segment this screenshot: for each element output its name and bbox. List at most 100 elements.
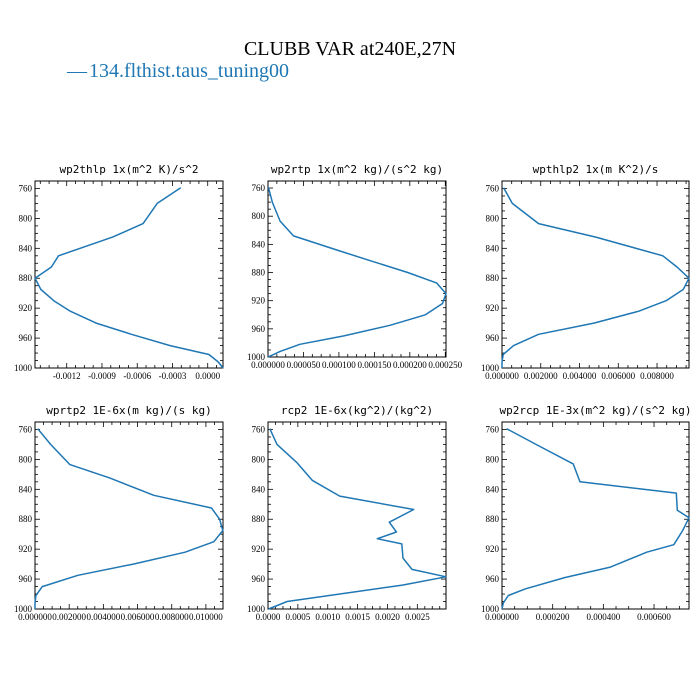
- x-tick-label: -0.0012: [53, 371, 81, 381]
- subplot-1: wp2thlp 1x(m^2 K)/s^2 760 800 840 880 920 960 1…: [14, 163, 224, 381]
- y-tick-label: 1000: [14, 604, 33, 614]
- x-tick-label: 0.008000: [155, 612, 189, 622]
- y-tick-label: 920: [19, 544, 33, 554]
- x-tick-label: 0.000050: [287, 360, 321, 370]
- subplot-6: wp2rcp 1E-3x(m^2 kg)/(s^2 kg) 760 800 840 88…: [481, 404, 692, 622]
- x-tick-label: -0.0003: [159, 371, 187, 381]
- y-tick-label: 800: [486, 454, 500, 464]
- plot-frame: [34, 180, 224, 369]
- y-tick-label: 800: [252, 211, 266, 221]
- y-tick-label: 880: [19, 273, 33, 283]
- y-tick-label: 1000: [14, 363, 33, 373]
- subplot-title: wpthlp2 1x(m K^2)/s: [533, 163, 659, 176]
- y-tick-label: 800: [19, 454, 33, 464]
- y-tick-label: 760: [486, 183, 500, 193]
- subplot-title: wp2rtp 1x(m^2 kg)/(s^2 kg): [271, 163, 443, 176]
- x-tick-label: 0.000200: [536, 612, 570, 622]
- x-tick-label: 0.0000: [256, 612, 281, 622]
- y-tick-label: 800: [486, 213, 500, 223]
- y-tick-label: 760: [252, 183, 266, 193]
- y-tick-label: 840: [19, 484, 33, 494]
- x-tick-label: 0.0015: [345, 612, 370, 622]
- y-tick-label: 920: [252, 296, 266, 306]
- y-tick-label: 880: [19, 514, 33, 524]
- series-line: [34, 187, 224, 369]
- y-tick-label: 960: [19, 574, 33, 584]
- y-tick-label: 960: [486, 333, 500, 343]
- x-tick-label: 0.008000: [640, 371, 674, 381]
- subplot-5: rcp2 1E-6x(kg^2)/(kg^2) 760 800 840 880 920 96…: [247, 404, 447, 622]
- y-tick-label: 800: [19, 213, 33, 223]
- y-tick-label: 1000: [247, 352, 266, 362]
- y-tick-label: 800: [252, 454, 266, 464]
- subplot-title: rcp2 1E-6x(kg^2)/(kg^2): [281, 404, 433, 417]
- y-tick-label: 960: [486, 574, 500, 584]
- y-tick-label: 880: [486, 514, 500, 524]
- x-tick-label: -0.0009: [88, 371, 116, 381]
- y-tick-label: 920: [19, 303, 33, 313]
- y-tick-label: 880: [252, 268, 266, 278]
- y-tick-label: 880: [252, 514, 266, 524]
- x-tick-label: 0.000600: [637, 612, 671, 622]
- series-line: [268, 428, 447, 610]
- subplot-title: wprtp2 1E-6x(m kg)/(s kg): [46, 404, 212, 417]
- plot-frame: [501, 180, 690, 369]
- y-tick-label: 840: [252, 239, 266, 249]
- x-tick-label: 0.000400: [586, 612, 620, 622]
- y-tick-label: 760: [252, 424, 266, 434]
- y-tick-label: 760: [19, 183, 33, 193]
- plot-frame: [267, 180, 447, 358]
- x-tick-label: 0.000000: [485, 371, 519, 381]
- y-tick-label: 1000: [481, 363, 500, 373]
- y-tick-label: 960: [252, 324, 266, 334]
- x-tick-label: 0.0025: [405, 612, 430, 622]
- y-tick-label: 760: [486, 424, 500, 434]
- x-tick-label: 0.010000: [189, 612, 223, 622]
- series-line: [501, 187, 690, 368]
- x-tick-label: 0.000200: [393, 360, 427, 370]
- x-tick-label: 0.000000: [251, 360, 285, 370]
- figure-title: CLUBB VAR at240E,27N: [244, 38, 456, 60]
- series-line: [501, 428, 690, 610]
- y-tick-label: 1000: [247, 604, 266, 614]
- x-tick-label: 0.006000: [121, 612, 155, 622]
- y-tick-label: 840: [19, 243, 33, 253]
- y-tick-label: 960: [252, 574, 266, 584]
- x-tick-label: 0.000000: [485, 612, 519, 622]
- series-line: [267, 187, 447, 358]
- subplot-3: wpthlp2 1x(m K^2)/s 760 800 840 880 920 960 100…: [481, 163, 690, 381]
- subplot-4: wprtp2 1E-6x(m kg)/(s kg) 760 800 840 880 920…: [14, 404, 224, 622]
- x-tick-label: -0.0006: [123, 371, 151, 381]
- plot-frame: [34, 421, 224, 610]
- subplot-title: wp2rcp 1E-3x(m^2 kg)/(s^2 kg): [499, 404, 691, 417]
- y-tick-label: 920: [486, 544, 500, 554]
- x-tick-label: 0.000100: [322, 360, 356, 370]
- x-tick-label: 0.000250: [428, 360, 462, 370]
- y-tick-label: 840: [486, 243, 500, 253]
- series-line: [34, 428, 224, 609]
- x-tick-label: 0.000000: [18, 612, 52, 622]
- x-tick-label: 0.0005: [285, 612, 310, 622]
- x-tick-label: 0.004000: [86, 612, 120, 622]
- y-tick-label: 920: [486, 303, 500, 313]
- subplot-grid: wp2thlp 1x(m^2 K)/s^2 760 800 840 880 920 960 1…: [14, 163, 692, 622]
- subplot-2: wp2rtp 1x(m^2 kg)/(s^2 kg) 760 800 840 880 92…: [247, 163, 463, 370]
- x-tick-label: 0.0010: [315, 612, 340, 622]
- y-tick-label: 840: [486, 484, 500, 494]
- legend: — 134.flthist.taus_tuning00: [66, 60, 289, 82]
- x-tick-label: 0.004000: [563, 371, 597, 381]
- y-tick-label: 920: [252, 544, 266, 554]
- x-tick-label: 0.006000: [601, 371, 635, 381]
- x-tick-label: 0.002000: [52, 612, 86, 622]
- y-tick-label: 960: [19, 333, 33, 343]
- x-tick-label: 0.002000: [524, 371, 558, 381]
- plot-frame: [501, 421, 690, 610]
- subplot-title: wp2thlp 1x(m^2 K)/s^2: [59, 163, 198, 176]
- legend-label: 134.flthist.taus_tuning00: [89, 60, 289, 82]
- y-tick-label: 1000: [481, 604, 500, 614]
- y-tick-label: 840: [252, 484, 266, 494]
- y-tick-label: 760: [19, 424, 33, 434]
- y-tick-label: 880: [486, 273, 500, 283]
- plot-frame: [267, 421, 447, 610]
